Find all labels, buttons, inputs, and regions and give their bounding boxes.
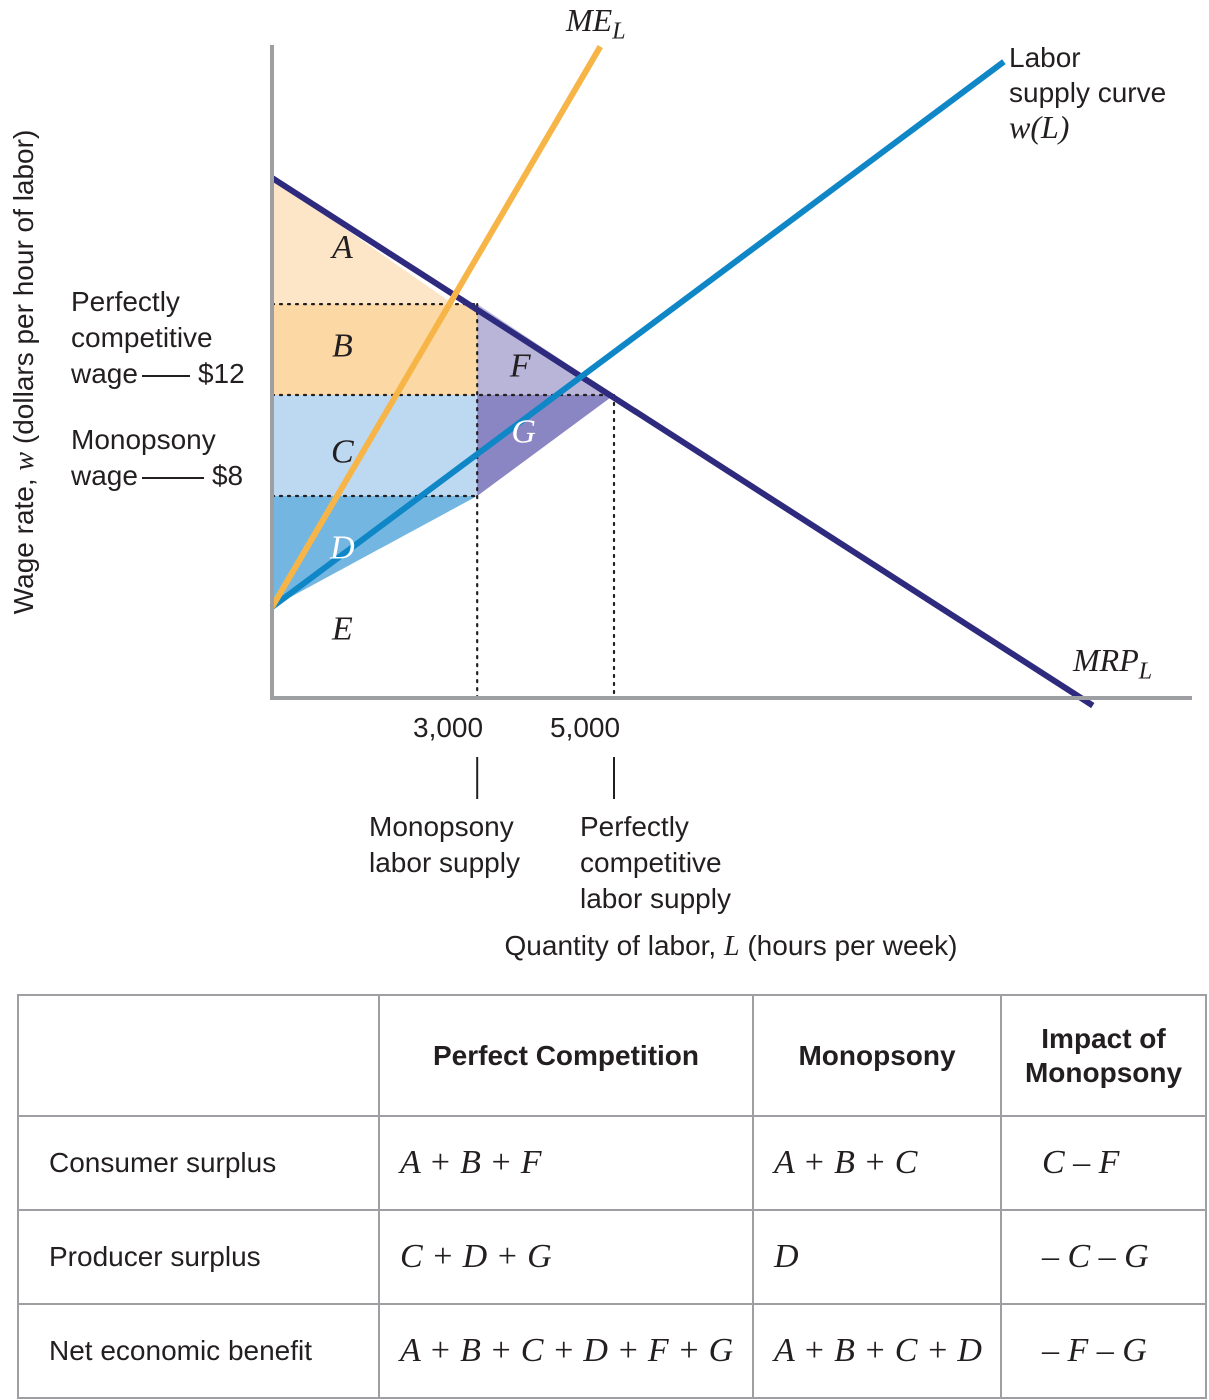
y-tick-note-line: Perfectly [71, 286, 180, 317]
perfect-cell: C + D + G [378, 1209, 754, 1305]
region-label-A: A [330, 229, 353, 266]
impact-cell: – C – G [1000, 1209, 1207, 1305]
region-label-D: D [329, 530, 355, 567]
region-G [477, 395, 614, 496]
curve-label-mel: MEL [566, 2, 626, 49]
labor-supply-curve [270, 59, 1006, 610]
table-header-cell: Perfect Competition [378, 994, 754, 1117]
y-axis-label-post: (dollars per hour of labor) [8, 130, 39, 452]
curve-label-mrpl: MRPL [1073, 642, 1152, 689]
curve-label-mel-sub: L [612, 18, 626, 45]
table-row: Consumer surplus A + B + F A + B + C C –… [17, 1115, 1207, 1211]
leader-line [141, 476, 204, 479]
region-label-E: E [331, 610, 353, 647]
curve-label-mel-main: ME [566, 2, 613, 38]
curve-label-supply-line: supply curve [1009, 77, 1167, 108]
monopsony-cell: D [752, 1209, 1002, 1305]
x-tick-label-3000: 3,000 [413, 712, 484, 743]
x-tick-note-line: labor supply [580, 883, 731, 914]
table-row: Net economic benefit A + B + C + D + F +… [17, 1303, 1207, 1399]
mrpl-curve [270, 175, 1095, 709]
monopsony-cell: A + B + C [752, 1115, 1002, 1211]
table-header-cell [17, 994, 380, 1117]
surplus-table: Perfect Competition Monopsony Impact of … [17, 994, 1207, 1399]
region-label-F: F [509, 348, 532, 385]
region-A [272, 177, 454, 305]
leader-line [141, 374, 190, 377]
perfect-cell: A + B + C + D + F + G [378, 1303, 754, 1399]
x-axis-label: Quantity of labor, L (hours per week) [505, 930, 958, 962]
mel-curve [269, 45, 603, 609]
axes [270, 45, 1192, 700]
region-label-B: B [332, 328, 353, 365]
y-tick-label-12: $12 [197, 358, 245, 389]
y-tick-label-8: $8 [211, 460, 244, 491]
impact-cell: – F – G [1000, 1303, 1207, 1399]
region-B [272, 304, 478, 395]
x-axis-label-var: L [723, 931, 740, 962]
y-axis-label-pre: Wage rate, [8, 471, 39, 615]
y-tick-note-line: Monopsony [71, 424, 216, 455]
dotted-guides [270, 303, 616, 700]
x-axis-label-pre: Quantity of labor, [505, 930, 724, 961]
y-tick-note-line: wage [71, 358, 138, 389]
y-tick-note-8: Monopsony wage $8 [71, 422, 243, 494]
region-labels: A B C D FG E [329, 229, 536, 647]
x-tick-note-line: competitive [580, 847, 722, 878]
region-C [272, 395, 478, 496]
x-tick-note-line: Monopsony [369, 811, 514, 842]
curve-label-supply: Labor supply curve w(L) [1009, 40, 1166, 145]
curves [269, 45, 1095, 709]
table-header-row: Perfect Competition Monopsony Impact of … [17, 994, 1207, 1117]
y-axis-label-var: w [9, 452, 40, 471]
x-tick-connectors [476, 757, 615, 799]
x-tick-note-line: Perfectly [580, 811, 689, 842]
y-tick-note-line: wage [71, 460, 138, 491]
region-label-C: C [331, 434, 354, 471]
curve-label-mrpl-sub: L [1138, 658, 1153, 685]
svg-text:Wage rate, w (dollars per hour: Wage rate, w (dollars per hour of labor) [8, 130, 40, 615]
row-label: Consumer surplus [17, 1115, 380, 1211]
table-row: Producer surplus C + D + G D – C – G [17, 1209, 1207, 1305]
impact-cell: C – F [1000, 1115, 1207, 1211]
x-tick-label-5000: 5,000 [550, 712, 621, 743]
curve-label-supply-func: w(L) [1009, 109, 1070, 145]
x-axis-label-post: (hours per week) [740, 930, 958, 961]
surplus-chart: A B C D FG E Wage rate, w (dollars per hour o… [8, 45, 1192, 962]
y-tick-note-12: Perfectly competitive wage $12 [71, 284, 245, 392]
row-label: Net economic benefit [17, 1303, 380, 1399]
y-tick-note-line: competitive [71, 322, 213, 353]
table-header-cell: Monopsony [752, 994, 1002, 1117]
x-tick-note-line: labor supply [369, 847, 520, 878]
curve-label-supply-line: Labor [1009, 42, 1081, 73]
x-tick-note-5000: Perfectly competitive labor supply [580, 809, 731, 917]
y-axis-label: Wage rate, w (dollars per hour of labor) [8, 130, 40, 615]
monopsony-cell: A + B + C + D [752, 1303, 1002, 1399]
table-header-cell: Impact of Monopsony [1000, 994, 1207, 1117]
curve-label-mrpl-main: MRP [1073, 642, 1139, 678]
row-label: Producer surplus [17, 1209, 380, 1305]
x-tick-note-3000: Monopsony labor supply [369, 809, 520, 881]
region-label-G: G [511, 413, 536, 450]
perfect-cell: A + B + F [378, 1115, 754, 1211]
